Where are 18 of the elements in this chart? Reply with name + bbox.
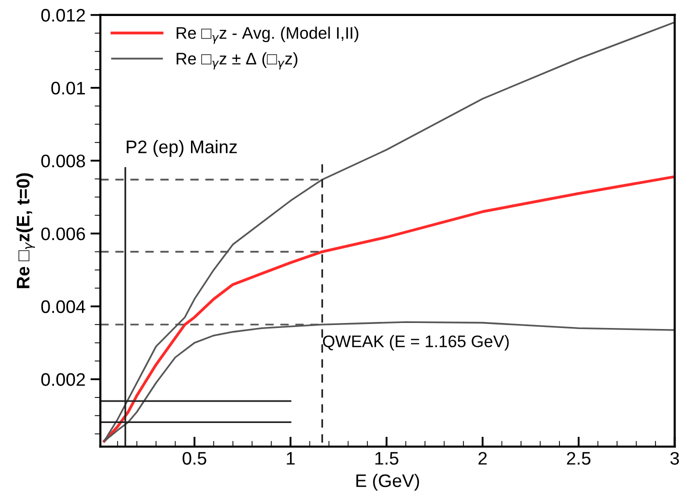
y-tick-label: 0.008 bbox=[41, 154, 85, 168]
y-axis-title: Re □$_{γ}$z(E, t=0) bbox=[16, 173, 35, 288]
legend-label: Re □$_{γ}$z ± Δ (□$_{γ}$z) bbox=[176, 52, 298, 70]
annotation: QWEAK (E = 1.165 GeV) bbox=[322, 335, 509, 351]
x-axis-title: E (GeV) bbox=[356, 474, 420, 491]
annotation: P2 (ep) Mainz bbox=[126, 140, 237, 157]
x-tick-label: 1 bbox=[286, 452, 295, 465]
y-tick-label: 0.01 bbox=[51, 82, 85, 95]
legend-label: Re □$_{γ}$z - Avg. (Model I,II) bbox=[176, 26, 358, 44]
y-tick-label: 0.006 bbox=[41, 227, 85, 240]
x-tick-label: 3 bbox=[670, 452, 679, 465]
x-tick-label: 2.5 bbox=[567, 452, 590, 465]
y-tick-label: 0.004 bbox=[41, 300, 86, 314]
y-tick-label: 0.002 bbox=[41, 373, 85, 386]
x-tick-label: 0.5 bbox=[182, 452, 206, 465]
x-tick-label: 1.5 bbox=[375, 452, 398, 465]
x-tick-label: 2 bbox=[478, 452, 487, 465]
y-tick-label: 0.012 bbox=[41, 8, 85, 22]
